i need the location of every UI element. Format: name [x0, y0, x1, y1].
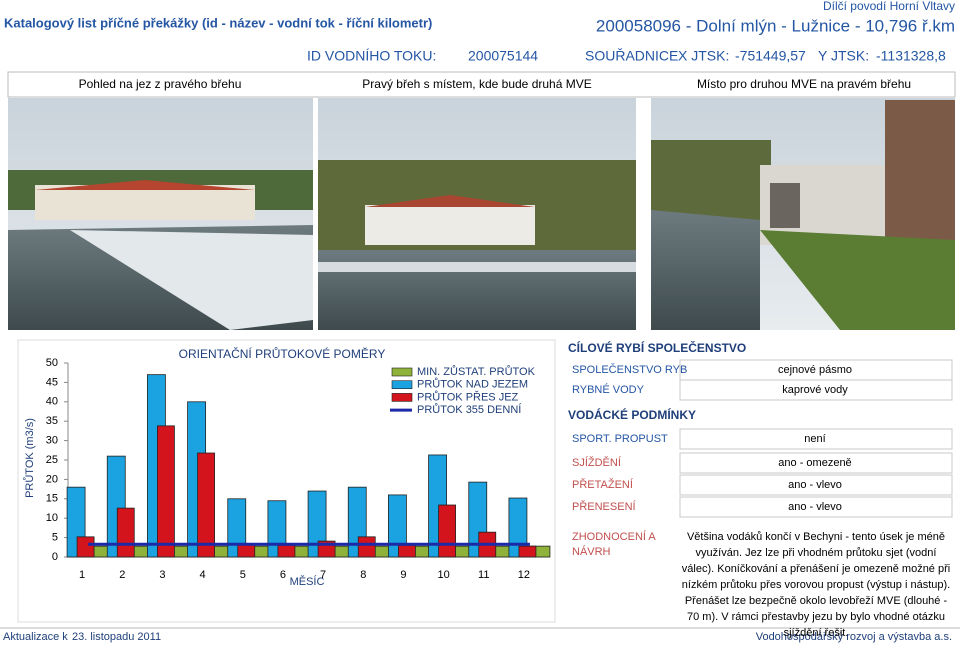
bar	[307, 490, 327, 558]
y-tick-label: 0	[52, 551, 58, 563]
row-value: ano - omezeně	[778, 457, 851, 469]
section-title: CÍLOVÉ RYBÍ SPOLEČENSTVO	[568, 340, 746, 355]
bar	[237, 544, 256, 558]
bar	[388, 494, 407, 558]
y-tick-label: 35	[46, 415, 58, 427]
x-value: -751449,57	[735, 48, 806, 64]
row-label: PŘENESENÍ	[572, 500, 637, 513]
row-value: ano - vlevo	[788, 479, 842, 491]
x-tick-label: 11	[478, 569, 489, 581]
x-tick-label: 10	[437, 569, 449, 581]
photo	[8, 98, 313, 330]
y-tick-label: 40	[46, 396, 58, 408]
row-value: cejnové pásmo	[778, 364, 852, 376]
legend-label: PRŮTOK 355 DENNÍ	[417, 403, 522, 416]
basin: Dílčí povodí Horní Vltavy	[823, 0, 955, 13]
x-tick-label: 12	[518, 569, 530, 581]
value-box	[679, 496, 953, 518]
y-tick-label: 15	[46, 493, 58, 505]
bar	[277, 544, 296, 558]
photo-caption: Místo pro druhou MVE na pravém břehu	[697, 77, 911, 91]
x-tick-label: 2	[119, 569, 125, 581]
bar	[227, 498, 247, 558]
y-axis-label: PRŮTOK (m3/s)	[23, 418, 36, 498]
bar	[116, 507, 135, 558]
bar	[357, 536, 376, 558]
y-value: -1131328,8	[876, 48, 946, 64]
legend-swatch	[391, 367, 413, 377]
row-label: SPOLEČENSTVO RYB	[572, 363, 687, 376]
photo-caption: Pohled na jez z pravého břehu	[79, 77, 242, 91]
eval-text: Většina vodáků končí v Bechyni - tento ú…	[681, 531, 951, 639]
x-axis-label: MĚSÍC	[290, 575, 325, 588]
chart-title: ORIENTAČNÍ PRŮTOKOVÉ POMĚRY	[179, 346, 386, 361]
chart-frame	[17, 339, 556, 623]
y-tick-label: 25	[46, 454, 58, 466]
x-label: X JTSK:	[678, 48, 729, 64]
x-tick-label: 5	[240, 569, 246, 581]
x-tick-label: 1	[79, 569, 85, 581]
row-value: kaprové vody	[782, 384, 848, 396]
updated-label: Aktualizace k	[3, 631, 68, 643]
coords-label: SOUŘADNICE	[585, 48, 678, 64]
x-tick-label: 7	[320, 569, 326, 581]
y-tick-label: 30	[46, 435, 58, 447]
row-value: není	[804, 433, 825, 445]
photo	[318, 98, 636, 330]
bar	[197, 452, 215, 558]
x-tick-label: 6	[280, 569, 286, 581]
photo-caption: Pravý břeh s místem, kde bude druhá MVE	[362, 77, 591, 91]
updated-date: 23. listopadu 2011	[72, 631, 161, 643]
y-tick-label: 10	[46, 512, 58, 524]
x-tick-label: 8	[360, 569, 366, 581]
bar	[76, 536, 95, 558]
section-title: VODÁCKÉ PODMÍNKY	[568, 407, 696, 422]
legend-swatch	[391, 380, 413, 390]
legend-label: PRŮTOK PŘES JEZ	[417, 390, 519, 403]
y-label: Y JTSK:	[818, 48, 869, 64]
y-tick-label: 45	[46, 376, 58, 388]
company: Vodohospodářský rozvoj a výstavba a.s.	[756, 631, 952, 643]
value-box	[679, 474, 953, 496]
bar	[438, 504, 456, 558]
row-value: ano - vlevo	[788, 501, 842, 513]
x-tick-label: 4	[200, 569, 206, 581]
row-label: RYBNÉ VODY	[572, 383, 645, 396]
y-tick-label: 20	[46, 473, 58, 485]
x-tick-label: 9	[400, 569, 406, 581]
legend-label: PRŮTOK NAD JEZEM	[417, 378, 528, 391]
value-box	[679, 379, 953, 401]
bar	[508, 497, 528, 558]
bar	[518, 545, 537, 558]
wc-id: 200075144	[468, 48, 538, 64]
legend-swatch	[391, 393, 413, 402]
photo	[651, 98, 955, 330]
row-label: SJÍŽDĚNÍ	[572, 456, 622, 469]
wc-label: ID VODNÍHO TOKU:	[307, 48, 436, 64]
bar	[398, 544, 416, 558]
caption-row	[7, 71, 956, 98]
bar	[157, 425, 175, 558]
y-tick-label: 50	[46, 357, 58, 369]
legend-label: MIN. ZŮSTAT. PRŮTOK	[417, 365, 536, 378]
row-label: PŘETAŽENÍ	[572, 478, 634, 491]
eval-label: ZHODNOCENÍ A NÁVRH	[572, 531, 656, 558]
doc-title: Katalogový list příčné překážky (id - ná…	[4, 15, 432, 30]
value-box	[679, 428, 953, 450]
x-tick-label: 3	[159, 569, 165, 581]
row-label: SPORT. PROPUST	[572, 433, 668, 445]
y-tick-label: 5	[52, 532, 58, 544]
value-box	[679, 452, 953, 474]
object-id: 200058096 - Dolní mlýn - Lužnice - 10,79…	[596, 16, 955, 35]
